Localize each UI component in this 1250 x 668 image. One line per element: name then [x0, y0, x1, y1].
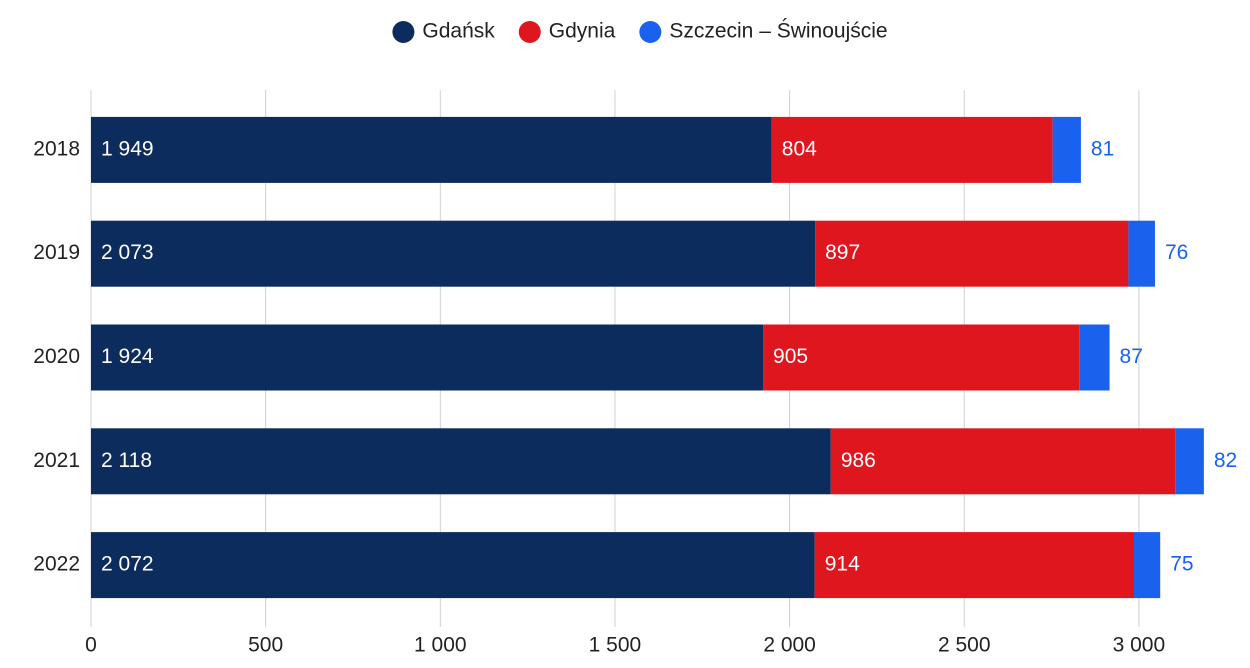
bar-segment — [91, 532, 815, 599]
data-label: 986 — [841, 449, 876, 472]
data-label: 897 — [825, 241, 860, 264]
legend-marker — [518, 21, 541, 43]
legend-label: Gdynia — [549, 20, 616, 43]
legend-label: Gdańsk — [422, 20, 495, 43]
bar-segment — [1134, 532, 1161, 599]
x-tick-label: 0 — [85, 634, 97, 657]
data-label: 87 — [1120, 345, 1143, 368]
legend-marker — [392, 21, 415, 43]
data-label: 2 072 — [101, 553, 154, 576]
bar-segment — [91, 324, 764, 391]
legend-marker — [639, 21, 662, 43]
data-label: 82 — [1214, 449, 1237, 472]
bar-segment — [815, 220, 1129, 287]
bar-segment — [1052, 116, 1081, 183]
x-tick-label: 1 500 — [589, 634, 642, 657]
bar-segment — [1079, 324, 1110, 391]
data-label: 1 924 — [101, 345, 154, 368]
data-label: 905 — [773, 345, 808, 368]
data-label: 914 — [825, 553, 860, 576]
bar-segment — [91, 220, 816, 287]
data-label: 81 — [1091, 137, 1114, 160]
y-tick-label: 2021 — [33, 449, 80, 472]
legend-label: Szczecin – Świnoujście — [669, 19, 887, 43]
x-tick-label: 1 000 — [414, 634, 467, 657]
y-tick-label: 2018 — [33, 137, 80, 160]
data-label: 76 — [1165, 241, 1188, 264]
data-label: 2 118 — [101, 449, 152, 472]
x-tick-label: 3 000 — [1113, 634, 1166, 657]
y-tick-label: 2022 — [33, 553, 80, 576]
bar-segment — [1175, 428, 1204, 495]
x-tick-label: 2 500 — [938, 634, 991, 657]
bar-segment — [814, 532, 1135, 599]
bar-segment — [1128, 220, 1155, 287]
data-label: 1 949 — [101, 137, 154, 160]
data-label: 2 073 — [101, 241, 154, 264]
bar-segment — [91, 116, 772, 183]
data-label: 75 — [1170, 553, 1193, 576]
y-tick-label: 2019 — [33, 241, 80, 264]
bar-segment — [771, 116, 1053, 183]
legend: Gdańsk Gdynia Szczecin – Świnoujście — [392, 19, 888, 43]
bar-segment — [830, 428, 1176, 495]
x-tick-label: 2 000 — [763, 634, 816, 657]
bar-segment — [763, 324, 1080, 391]
x-tick-label: 500 — [248, 634, 283, 657]
data-label: 804 — [782, 137, 817, 160]
y-tick-label: 2020 — [33, 345, 80, 368]
bar-segment — [91, 428, 831, 495]
